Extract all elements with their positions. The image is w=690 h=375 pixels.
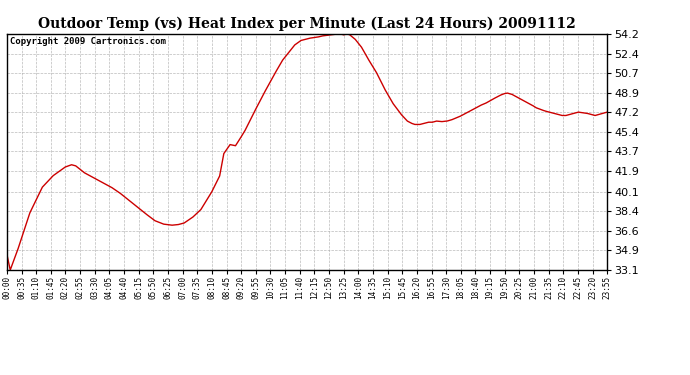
Text: Copyright 2009 Cartronics.com: Copyright 2009 Cartronics.com: [10, 37, 166, 46]
Title: Outdoor Temp (vs) Heat Index per Minute (Last 24 Hours) 20091112: Outdoor Temp (vs) Heat Index per Minute …: [38, 17, 576, 31]
